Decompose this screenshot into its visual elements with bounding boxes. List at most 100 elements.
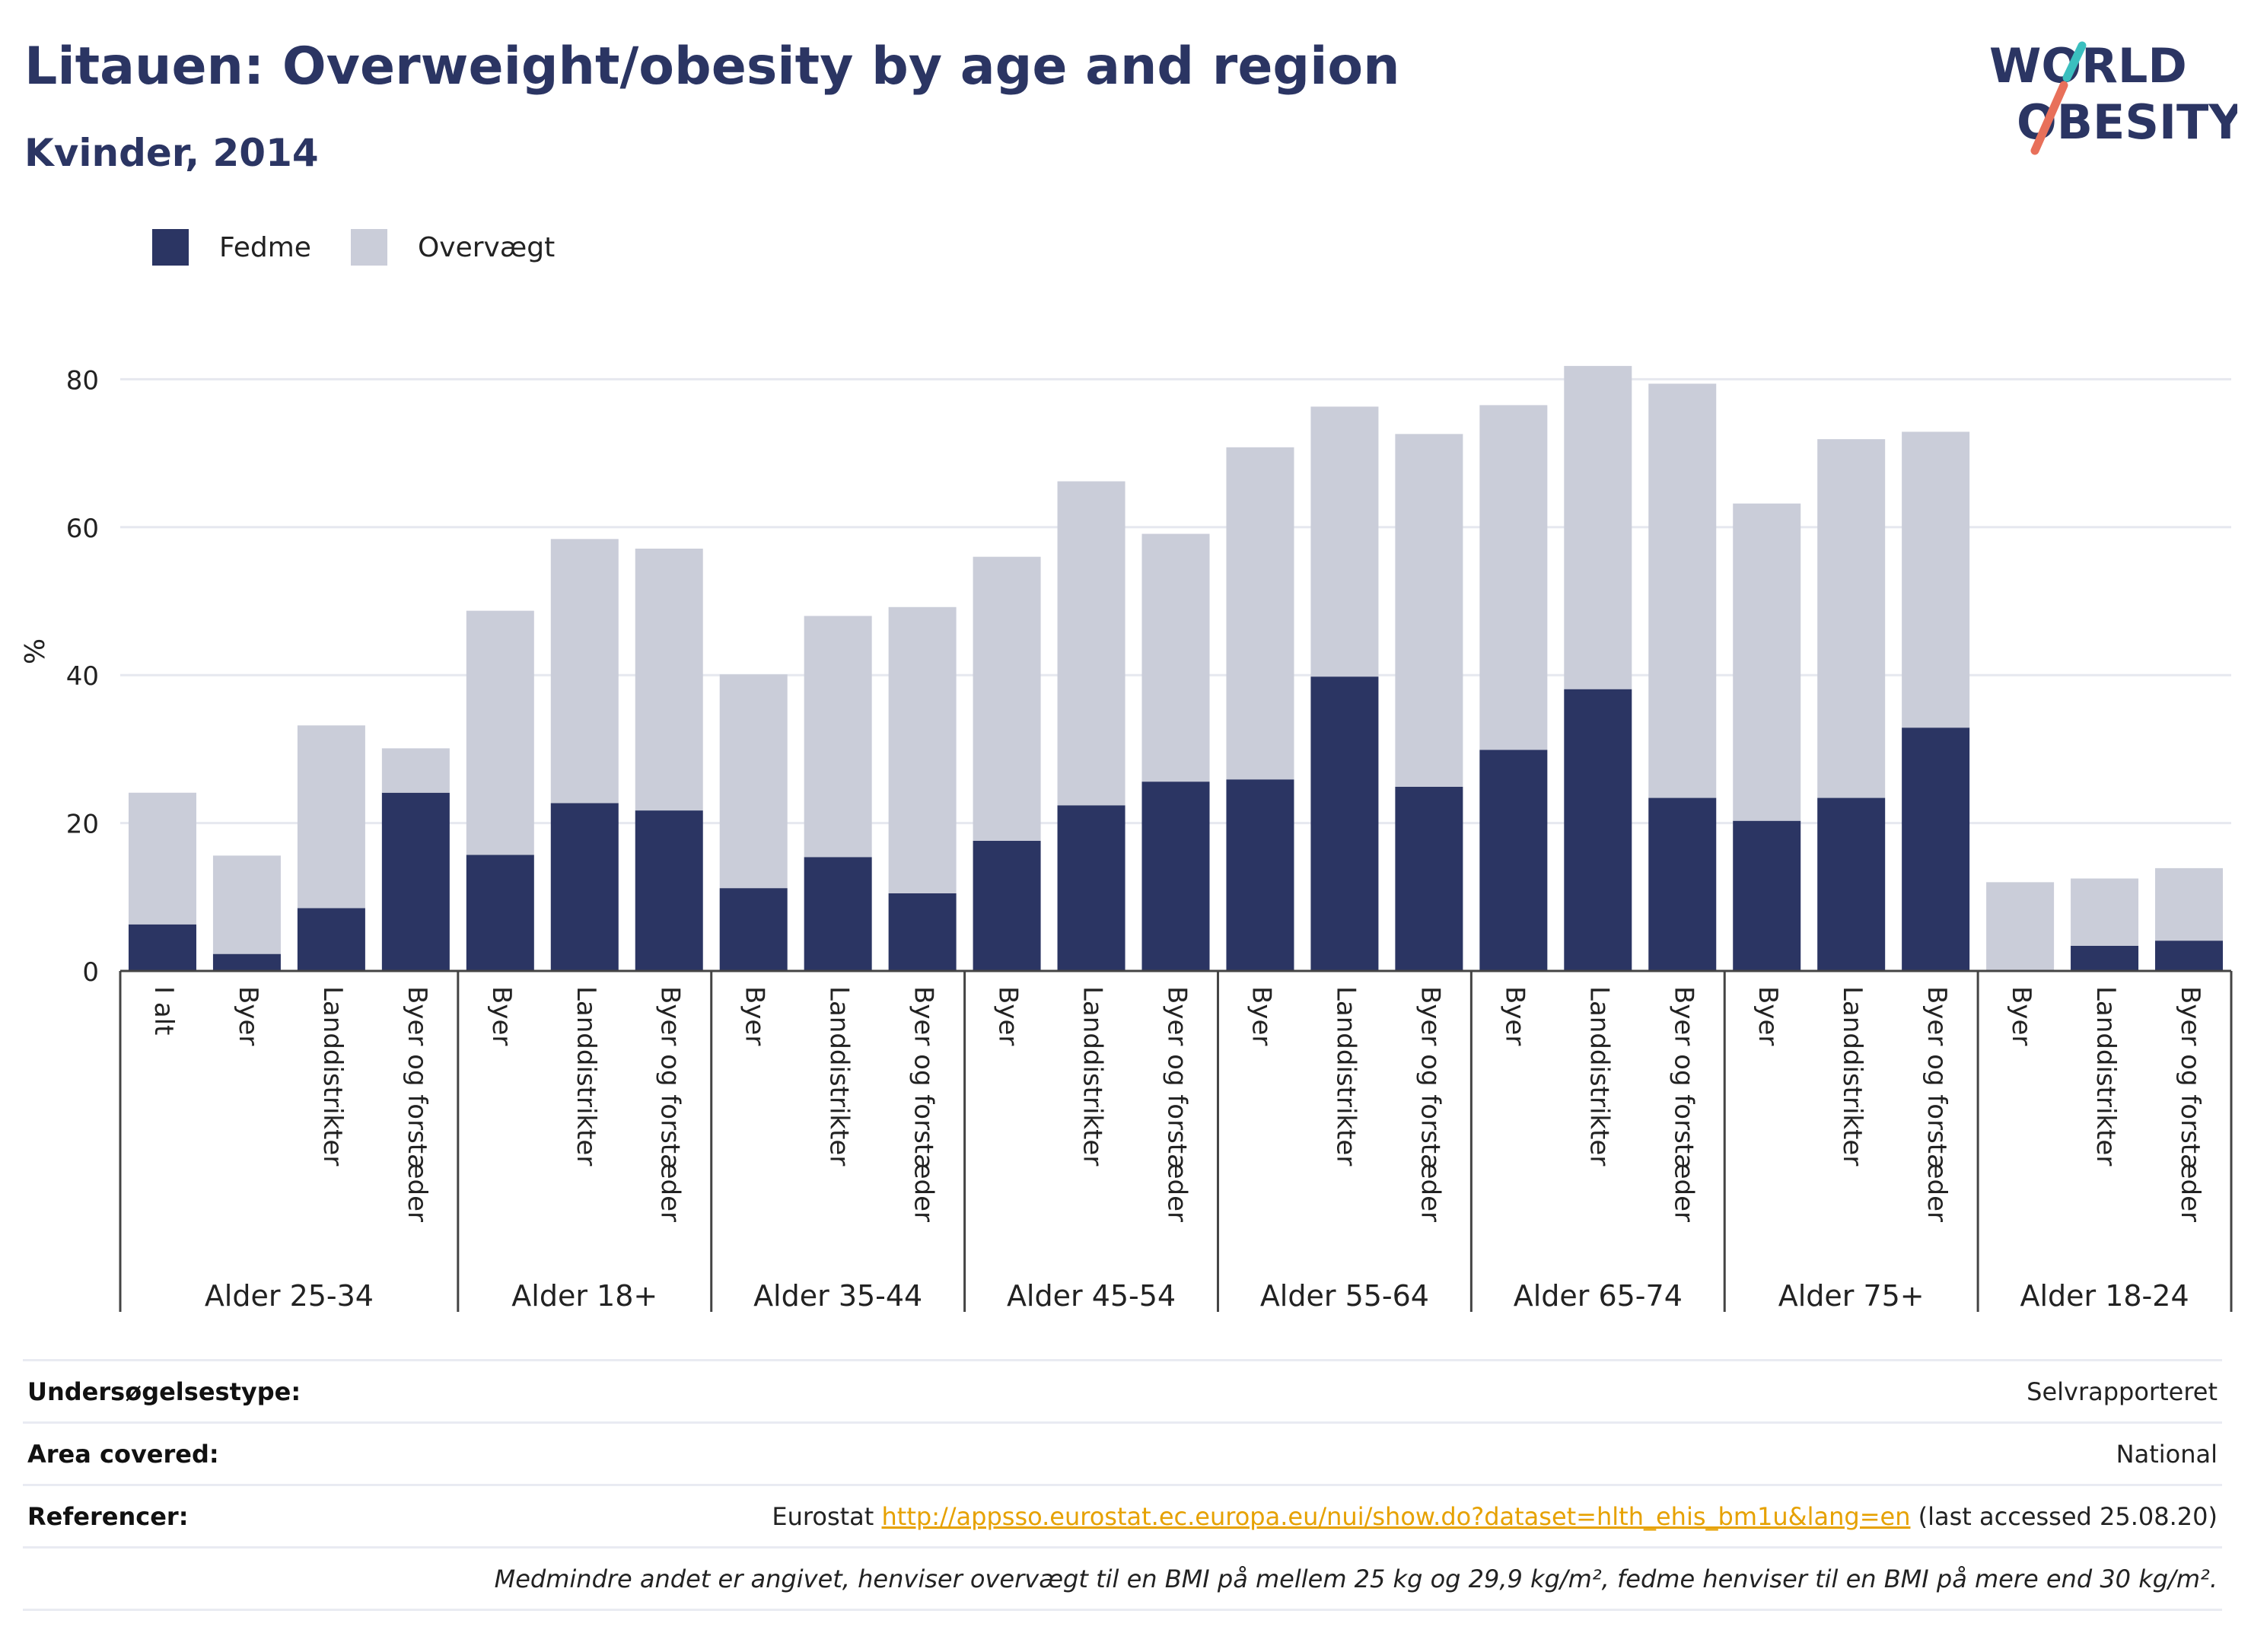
info-row-area: Area covered: National	[23, 1422, 2222, 1485]
bar-overvaegt	[804, 616, 872, 858]
bar-fedme	[128, 924, 196, 971]
bar-overvaegt	[550, 539, 619, 804]
reference-link[interactable]: http://appsso.eurostat.ec.europa.eu/nui/…	[881, 1501, 1911, 1531]
category-label: Byer og forstæder	[402, 986, 432, 1222]
legend-swatch-overvaegt	[350, 229, 387, 266]
bar-overvaegt	[1395, 434, 1463, 787]
y-tick-label: 0	[82, 957, 99, 988]
legend-label-overvaegt: Overvægt	[417, 231, 556, 263]
category-label: Landdistrikter	[1837, 986, 1867, 1166]
category-label: Byer	[1246, 986, 1276, 1046]
category-label: Landdistrikter	[1330, 986, 1361, 1166]
bar-fedme	[804, 857, 872, 971]
category-label: Byer	[486, 986, 517, 1046]
area-covered-label: Area covered:	[27, 1439, 219, 1469]
bar-overvaegt	[888, 606, 957, 893]
category-label: I alt	[148, 986, 179, 1035]
bar-overvaegt	[2155, 867, 2224, 941]
bar-overvaegt	[1226, 447, 1294, 780]
bar-fedme	[2071, 945, 2139, 971]
legend-label-fedme: Fedme	[219, 231, 311, 263]
group-label: Alder 25-34	[205, 1279, 374, 1313]
definition-note: Medmindre andet er angivet, henviser ove…	[494, 1564, 2218, 1593]
category-label: Landdistrikter	[1078, 986, 1108, 1166]
category-label: Landdistrikter	[571, 986, 601, 1166]
bar-overvaegt	[466, 610, 534, 855]
bar-overvaegt	[1057, 481, 1126, 806]
category-label: Landdistrikter	[2090, 986, 2121, 1166]
bar-fedme	[1310, 676, 1379, 971]
reference-source: Eurostat	[772, 1501, 874, 1531]
bar-fedme	[212, 953, 281, 971]
category-label: Byer	[993, 986, 1024, 1046]
bar-fedme	[1395, 786, 1463, 971]
bar-fedme	[888, 893, 957, 971]
bar-fedme	[635, 810, 703, 971]
bar-overvaegt	[1141, 533, 1210, 782]
bar-fedme	[297, 908, 365, 971]
bar-fedme	[1057, 805, 1126, 971]
survey-type-value: Selvrapporteret	[2027, 1377, 2218, 1406]
category-label: Byer	[1753, 986, 1783, 1046]
category-label: Byer og forstæder	[909, 986, 939, 1222]
bar-overvaegt	[635, 548, 703, 811]
bar-fedme	[381, 792, 450, 971]
category-label: Byer og forstæder	[655, 986, 686, 1222]
bar-overvaegt	[128, 792, 196, 925]
bar-fedme	[973, 840, 1041, 971]
bar-fedme	[1817, 797, 1886, 971]
world-obesity-logo: WORLD OBESITY	[1989, 38, 2237, 155]
y-axis-label: %	[20, 638, 51, 664]
bar-overvaegt	[1564, 365, 1632, 689]
bar-overvaegt	[381, 748, 450, 793]
bar-fedme	[1141, 781, 1210, 971]
category-label: Byer og forstæder	[1162, 986, 1192, 1222]
bar-overvaegt	[1902, 431, 1970, 728]
bar-fedme	[1733, 820, 1801, 971]
group-label: Alder 35-44	[753, 1279, 922, 1313]
bar-fedme	[719, 888, 788, 971]
category-label: Byer	[1499, 986, 1530, 1046]
logo-slash-coral	[2030, 81, 2068, 155]
bar-overvaegt	[1479, 405, 1548, 750]
info-row-note: Medmindre andet er angivet, henviser ove…	[23, 1547, 2222, 1610]
bar-overvaegt	[973, 556, 1041, 841]
y-tick-label: 40	[66, 661, 99, 692]
logo-slash-teal	[2062, 41, 2087, 82]
group-label: Alder 65-74	[1514, 1279, 1683, 1313]
y-tick-label: 80	[66, 365, 99, 396]
category-label: Byer	[740, 986, 770, 1046]
category-label: Byer og forstæder	[1415, 986, 1445, 1222]
chart-title: Litauen: Overweight/obesity by age and r…	[24, 37, 1400, 97]
info-row-survey: Undersøgelsestype: Selvrapporteret	[23, 1360, 2222, 1423]
stacked-bar-chart: 0 20 40 60 80% I alt Byer Landdistrikter Byer og…	[20, 365, 2233, 1313]
category-label: Byer og forstæder	[1921, 986, 1952, 1222]
group-label: Alder 75+	[1778, 1279, 1925, 1313]
info-table: Undersøgelsestype: Selvrapporteret Area …	[23, 1359, 2222, 1611]
bar-overvaegt	[1648, 384, 1717, 798]
legend-item-overvaegt: Overvægt	[350, 229, 556, 266]
bar-overvaegt	[297, 725, 365, 909]
bar-overvaegt	[212, 855, 281, 954]
group-label: Alder 18-24	[2020, 1279, 2189, 1313]
category-label: Landdistrikter	[317, 986, 348, 1166]
category-label: Landdistrikter	[1584, 986, 1614, 1166]
bar-fedme	[466, 855, 534, 971]
category-label: Landdistrikter	[824, 986, 855, 1166]
survey-type-label: Undersøgelsestype:	[27, 1377, 301, 1406]
info-row-references: Referencer: Eurostat http://appsso.euros…	[23, 1485, 2222, 1548]
legend-swatch-fedme	[152, 229, 189, 266]
group-label: Alder 45-54	[1007, 1279, 1176, 1313]
y-tick-label: 20	[66, 810, 99, 840]
bar-fedme	[1648, 797, 1717, 971]
group-label: Alder 55-64	[1260, 1279, 1429, 1313]
references-value: Eurostat http://appsso.eurostat.ec.europ…	[380, 1485, 2222, 1548]
y-tick-label: 60	[66, 514, 99, 544]
bar-overvaegt	[1733, 503, 1801, 821]
bar-fedme	[550, 803, 619, 971]
legend-item-fedme: Fedme	[152, 229, 311, 266]
references-label: Referencer:	[27, 1501, 189, 1531]
area-covered-value: National	[2116, 1439, 2218, 1469]
reference-accessed: (last accessed 25.08.20)	[1918, 1501, 2218, 1531]
chart-subtitle: Kvinder, 2014	[24, 131, 319, 175]
